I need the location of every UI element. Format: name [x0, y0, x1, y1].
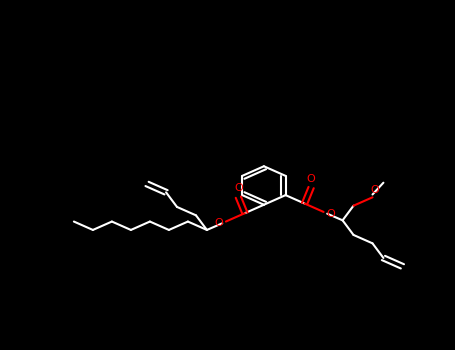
Text: O: O — [214, 218, 223, 228]
Text: O: O — [307, 174, 315, 184]
Text: O: O — [370, 185, 379, 195]
Text: O: O — [327, 209, 335, 219]
Text: O: O — [234, 183, 243, 194]
